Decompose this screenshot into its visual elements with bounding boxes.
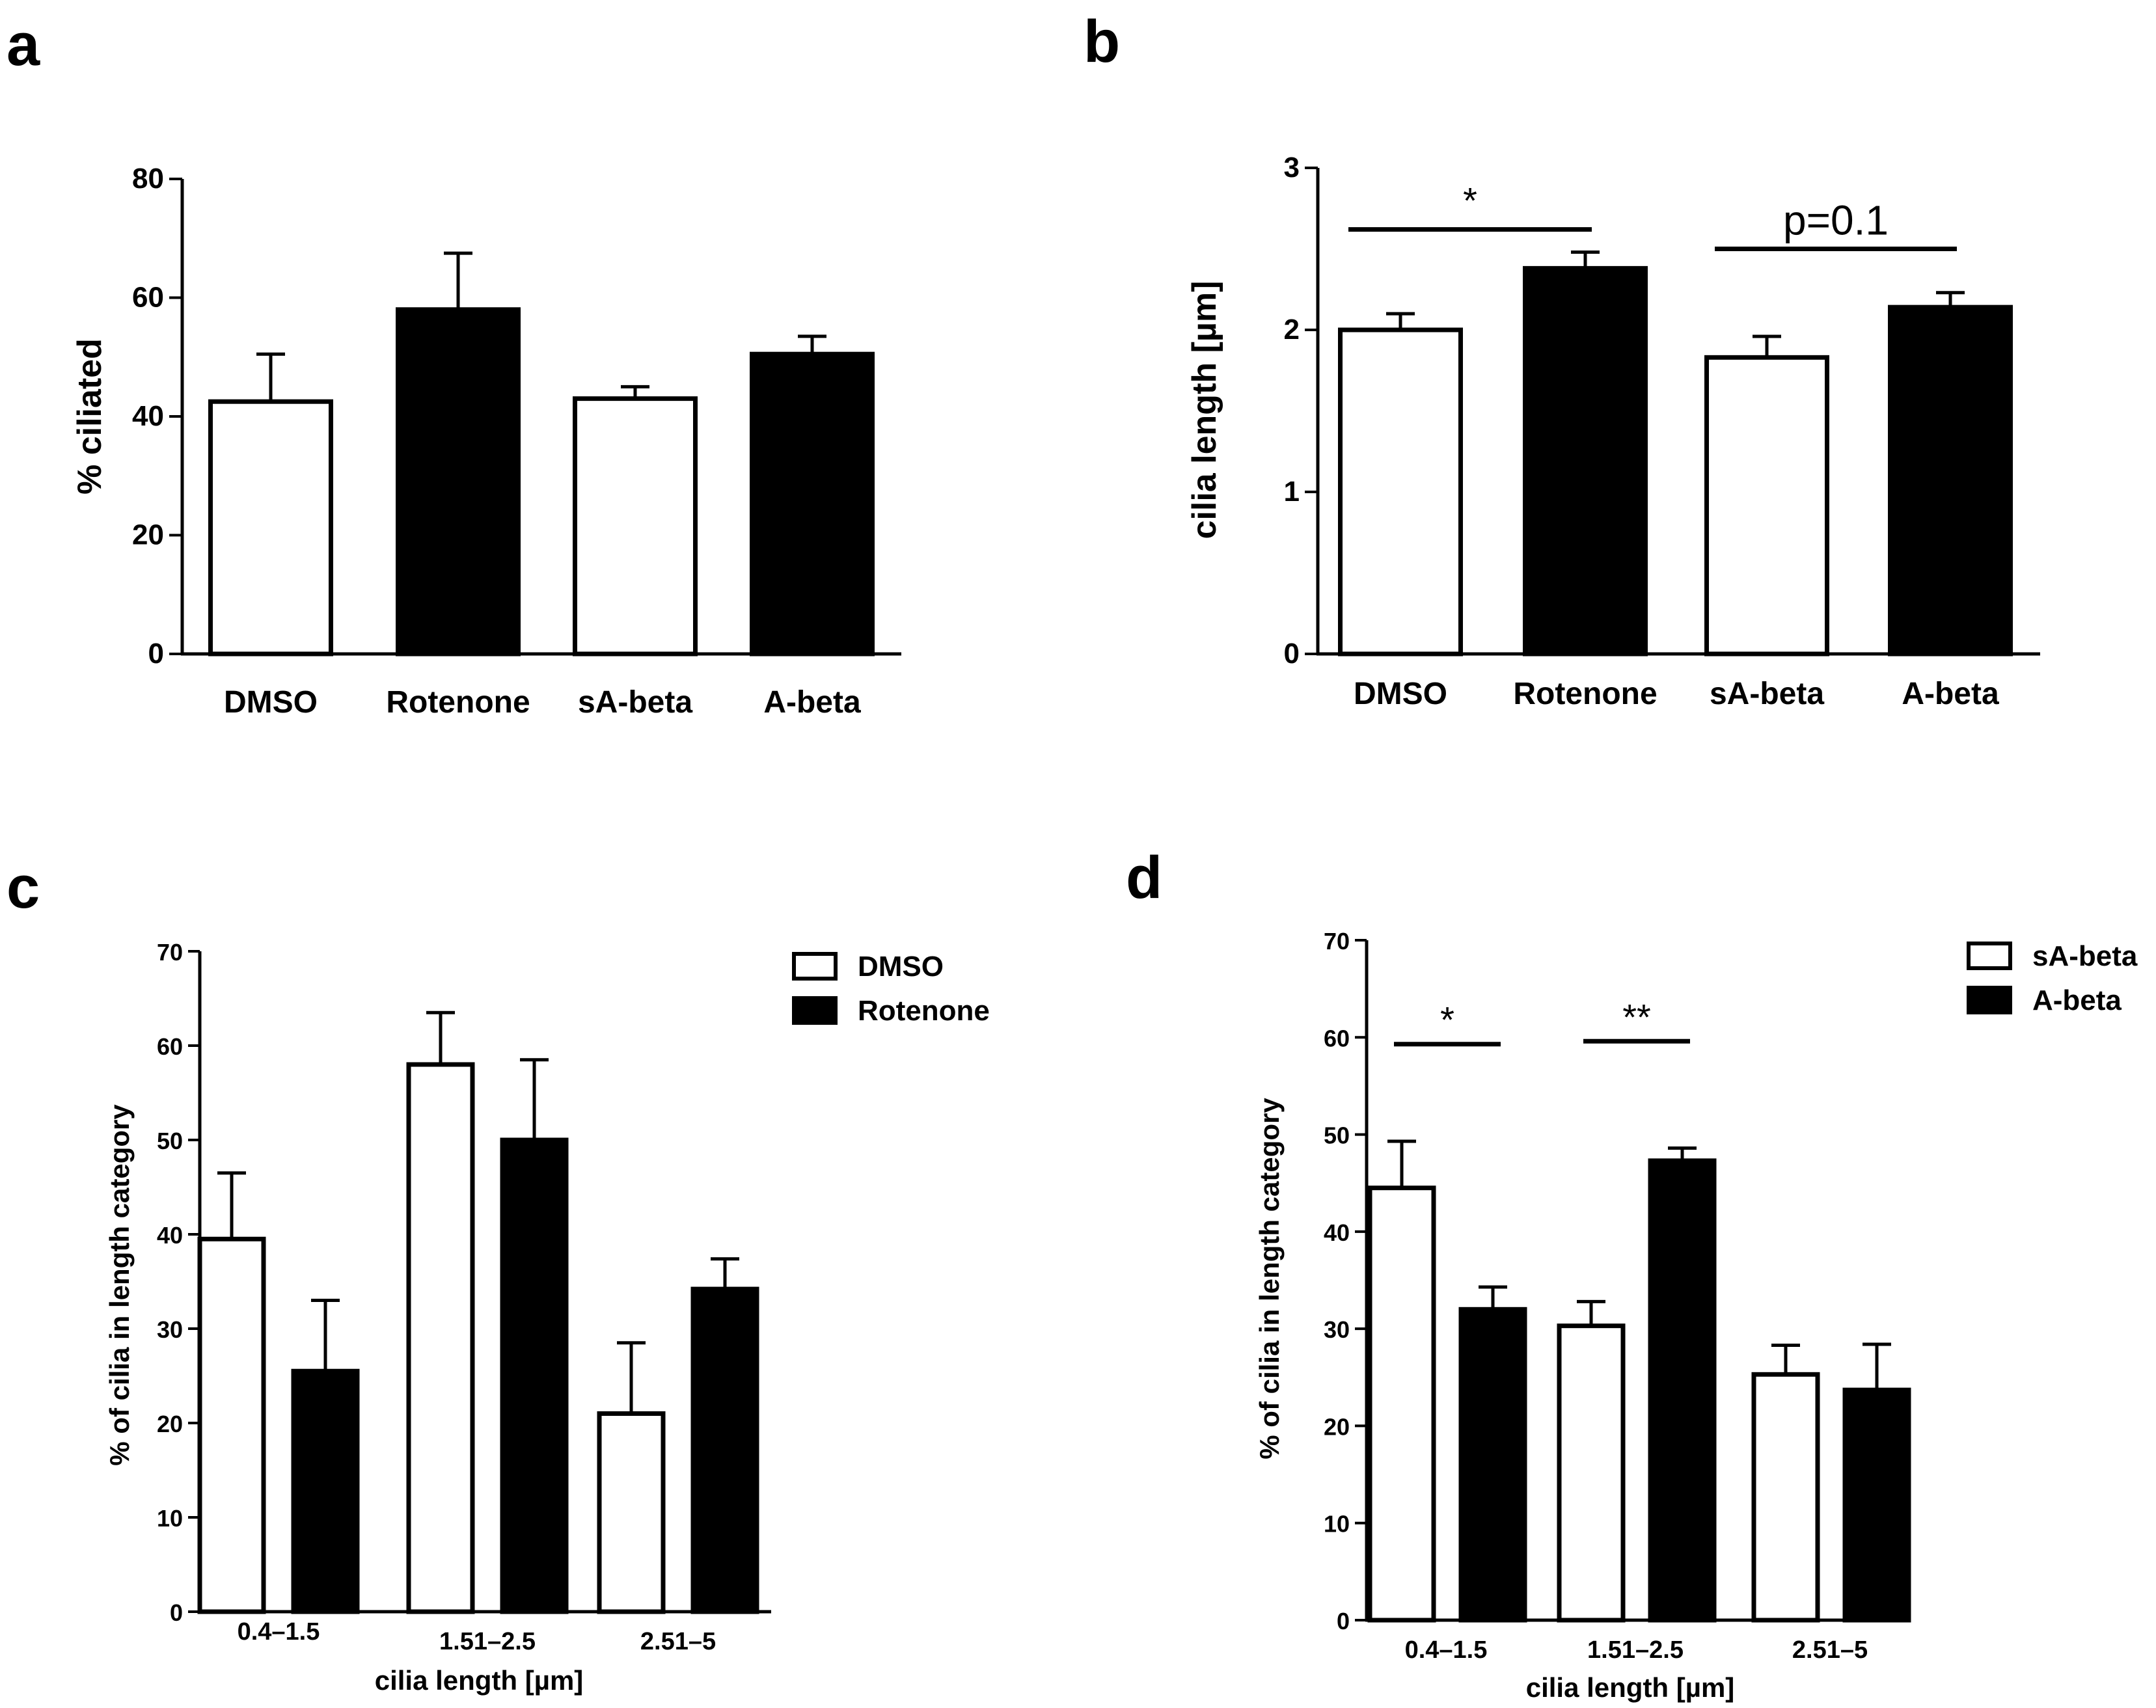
bar — [1367, 1186, 1436, 1623]
category-label: 1.51–2.5 — [1587, 1636, 1684, 1664]
panel-letter: b — [1084, 8, 1120, 75]
y-tick-label: 1 — [1284, 476, 1300, 508]
bar — [1458, 1307, 1527, 1623]
category-label: 1.51–2.5 — [439, 1628, 536, 1655]
category-label: A-beta — [1902, 677, 1999, 711]
panel-b: b 0 1 2 3 cilia length [µm] DMSO Rotenone sA-bet… — [1084, 8, 2040, 711]
bar — [750, 351, 875, 657]
y-tick-label: 60 — [1324, 1025, 1350, 1051]
bar — [1751, 1372, 1820, 1623]
significance-label: ** — [1622, 996, 1651, 1037]
legend-label: A-beta — [2032, 984, 2122, 1016]
x-axis-title: cilia length [µm] — [375, 1665, 584, 1696]
bar — [1704, 355, 1829, 657]
bar — [1888, 305, 2013, 657]
bar — [1557, 1323, 1626, 1623]
category-label: sA-beta — [1710, 677, 1824, 711]
y-tick-label: 30 — [157, 1316, 183, 1343]
y-tick-label: 20 — [132, 519, 164, 551]
bar — [396, 307, 521, 657]
legend-label: Rotenone — [858, 995, 990, 1027]
x-axis-title: cilia length [µm] — [1526, 1672, 1735, 1703]
bar — [208, 399, 333, 657]
bar — [500, 1137, 569, 1614]
y-axis-title: % ciliated — [71, 338, 109, 495]
y-tick-label: 3 — [1284, 152, 1300, 183]
bar — [1648, 1158, 1717, 1623]
legend-swatch — [792, 952, 838, 981]
y-tick-label: 60 — [157, 1033, 183, 1060]
significance-label: * — [1440, 999, 1454, 1040]
panel-c: c 0 10 20 30 40 50 60 70 % of cilia in length cat… — [7, 854, 990, 1696]
category-label: 2.51–5 — [1792, 1636, 1868, 1664]
bar — [690, 1286, 759, 1614]
legend-swatch — [1967, 942, 2012, 970]
category-label: sA-beta — [578, 685, 692, 720]
y-axis-title: % of cilia in length category — [104, 1104, 135, 1466]
category-label: 0.4–1.5 — [1405, 1636, 1488, 1664]
panel-a: a 0 20 40 60 80 % ciliated DMSO Rotenone sA-beta A… — [7, 12, 901, 720]
bar — [573, 396, 698, 657]
y-tick-label: 0 — [170, 1599, 183, 1626]
y-tick-label: 0 — [1337, 1608, 1350, 1634]
legend-swatch — [1967, 986, 2012, 1014]
category-label: DMSO — [224, 685, 318, 720]
y-tick-label: 30 — [1324, 1316, 1350, 1343]
y-tick-label: 20 — [157, 1411, 183, 1437]
y-axis-title: % of cilia in length category — [1254, 1098, 1285, 1459]
bar — [1338, 327, 1463, 657]
y-tick-label: 20 — [1324, 1413, 1350, 1440]
bar — [597, 1411, 666, 1614]
y-tick-label: 0 — [1284, 638, 1300, 670]
category-label: Rotenone — [386, 685, 530, 720]
y-tick-label: 10 — [1324, 1511, 1350, 1538]
significance-label: p=0.1 — [1783, 197, 1889, 244]
y-tick-label: 10 — [157, 1505, 183, 1532]
bar — [197, 1236, 266, 1614]
y-axis-title: cilia length [µm] — [1186, 281, 1223, 539]
panel-d: d 0 10 20 30 40 50 60 70 % of cilia in length cat… — [1126, 845, 2138, 1703]
panel-letter: a — [7, 12, 40, 78]
bar — [406, 1062, 475, 1614]
category-label: Rotenone — [1513, 677, 1657, 711]
bar — [1842, 1387, 1911, 1623]
y-tick-label: 40 — [132, 400, 164, 432]
y-tick-label: 80 — [132, 163, 164, 195]
y-tick-label: 50 — [157, 1128, 183, 1154]
category-label: A-beta — [763, 685, 861, 720]
significance-label: * — [1463, 180, 1477, 221]
category-label: DMSO — [1354, 677, 1447, 711]
y-tick-label: 70 — [157, 939, 183, 966]
y-tick-label: 70 — [1324, 928, 1350, 955]
y-tick-label: 0 — [148, 638, 164, 670]
bar — [291, 1368, 360, 1614]
bar — [1523, 265, 1648, 657]
legend-swatch — [792, 996, 838, 1025]
y-tick-label: 60 — [132, 282, 164, 314]
y-tick-label: 50 — [1324, 1122, 1350, 1149]
y-tick-label: 40 — [157, 1222, 183, 1249]
category-label: 2.51–5 — [640, 1628, 716, 1655]
category-label: 0.4–1.5 — [238, 1618, 320, 1646]
panel-letter: c — [7, 854, 40, 921]
y-tick-label: 40 — [1324, 1219, 1350, 1246]
legend-label: sA-beta — [2032, 940, 2138, 972]
panel-letter: d — [1126, 845, 1162, 911]
legend-label: DMSO — [858, 951, 944, 983]
y-tick-label: 2 — [1284, 314, 1300, 346]
